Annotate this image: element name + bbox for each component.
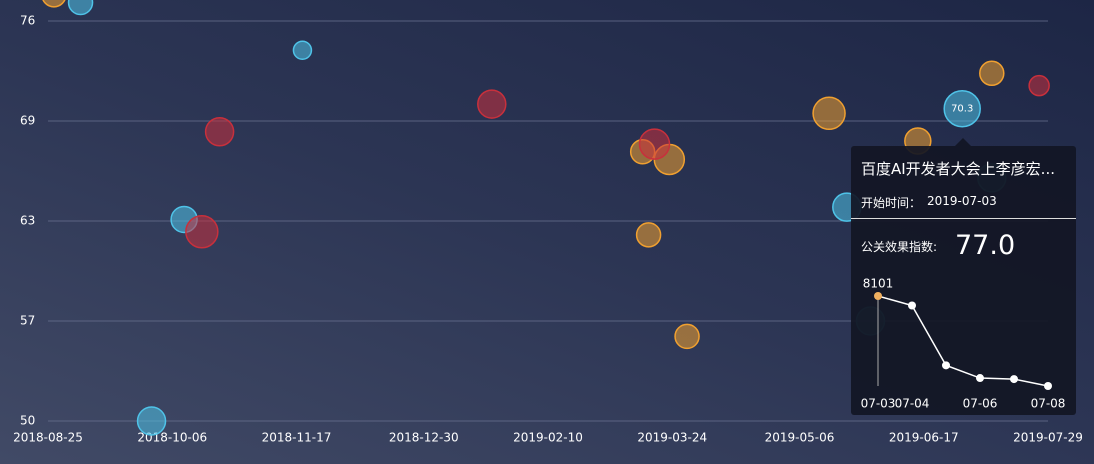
bubble [477, 89, 507, 119]
bubble [638, 128, 671, 160]
start-value: 2019-07-03 [927, 194, 997, 208]
bubble [674, 323, 700, 350]
tooltip: 百度AI开发者大会上李彦宏... 开始时间： 2019-07-03 公关效果指数… [851, 138, 1076, 415]
bubble [979, 60, 1005, 87]
spark-point [942, 361, 950, 370]
bubble [943, 89, 981, 128]
bubble [67, 0, 94, 16]
divider [851, 218, 1076, 219]
x-tick-label: 2018-12-30 [389, 431, 459, 445]
spark-point [874, 292, 882, 300]
index-label: 公关效果指数: [861, 240, 938, 254]
x-tick-label: 2019-03-24 [637, 431, 707, 445]
spark-point [1044, 382, 1052, 391]
spark-point [976, 374, 984, 383]
y-tick-label: 63 [20, 214, 35, 228]
tooltip-title: 百度AI开发者大会上李彦宏... [861, 160, 1055, 178]
sparkline: 07-03 07-04 07-06 07-08 8101 [861, 277, 1066, 411]
x-tick-label: 2019-02-10 [513, 431, 583, 445]
bubble [812, 96, 846, 131]
index-value: 77.0 [955, 230, 1016, 261]
x-tick-label: 2018-08-25 [13, 431, 83, 445]
y-tick-label: 69 [20, 114, 35, 128]
spark-x-label: 07-04 [895, 397, 930, 411]
bubble [1028, 74, 1050, 97]
y-tick-label: 76 [20, 14, 35, 28]
y-tick-label: 50 [20, 414, 35, 428]
bubble [635, 222, 662, 248]
spark-x-label: 07-03 [861, 397, 896, 411]
spark-value-label: 8101 [863, 277, 894, 291]
y-tick-label: 57 [20, 314, 35, 328]
bubble [292, 40, 313, 60]
spark-x-label: 07-08 [1031, 397, 1066, 411]
spark-line [877, 295, 1049, 387]
x-tick-label: 2018-11-17 [262, 431, 332, 445]
bubble [185, 215, 219, 249]
bubble [136, 406, 167, 436]
tooltip-arrow [955, 138, 971, 146]
x-tick-label: 2019-07-29 [1013, 431, 1083, 445]
bubble [204, 117, 235, 147]
spark-point [908, 301, 916, 310]
x-tick-label: 2019-06-17 [889, 431, 959, 445]
x-tick-label: 2019-05-06 [765, 431, 835, 445]
start-label: 开始时间： [861, 196, 922, 210]
spark-x-label: 07-06 [963, 397, 998, 411]
data-label: 70.3 [951, 104, 973, 115]
spark-point [1010, 375, 1018, 384]
bubble [42, 0, 66, 8]
